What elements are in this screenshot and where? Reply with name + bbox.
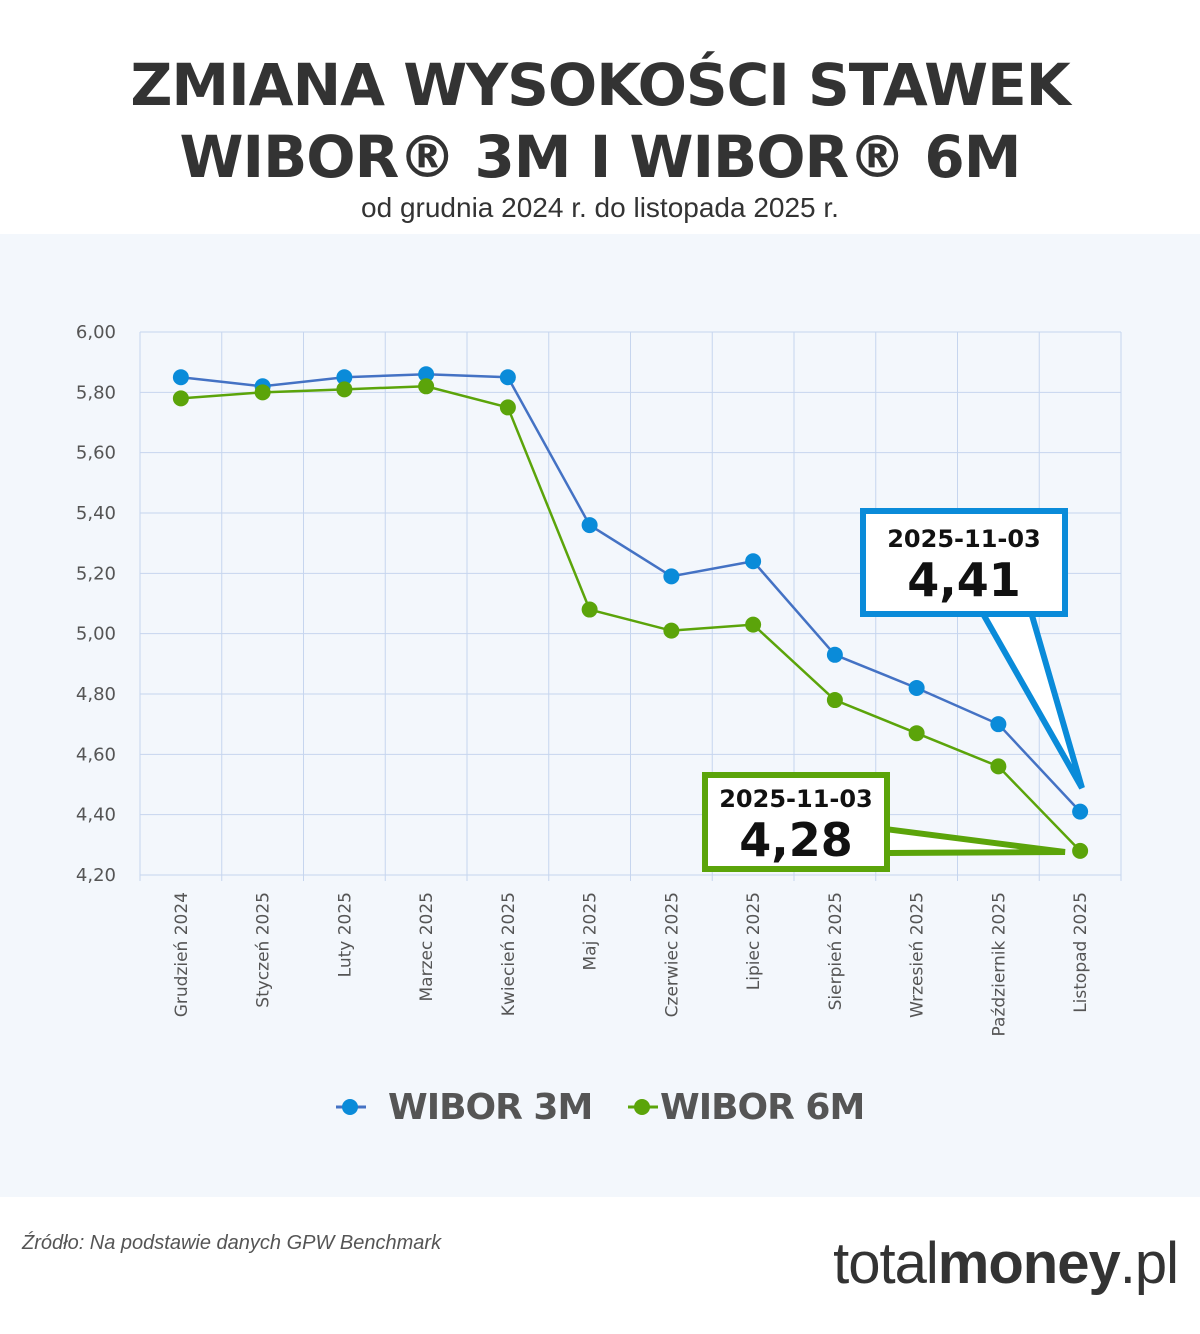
y-tick-label: 4,40 (76, 805, 116, 826)
data-point[interactable] (418, 366, 435, 383)
legend-item-wibor-6m[interactable]: WIBOR 6M (628, 1082, 865, 1132)
x-tick-label: Marzec 2025 (417, 892, 437, 1001)
x-tick-label: Luty 2025 (335, 892, 355, 977)
data-point[interactable] (581, 601, 598, 618)
x-tick-label: Wrzesień 2025 (908, 892, 928, 1018)
x-tick-label: Lipiec 2025 (744, 892, 764, 990)
annotation-pointer-green (882, 825, 1066, 857)
data-point[interactable] (663, 622, 680, 639)
y-tick-label: 5,20 (76, 563, 116, 584)
data-point[interactable] (745, 616, 762, 633)
source-note: Źródło: Na podstawie danych GPW Benchmar… (22, 1232, 442, 1254)
y-tick-label: 6,00 (76, 322, 116, 343)
data-point[interactable] (826, 646, 843, 663)
chart-panel (0, 234, 1200, 1197)
data-point[interactable] (745, 553, 762, 570)
data-point[interactable] (336, 369, 353, 386)
x-tick-label: Listopad 2025 (1071, 892, 1091, 1013)
data-point[interactable] (172, 390, 189, 407)
x-tick-label: Maj 2025 (581, 892, 601, 970)
brand-logo[interactable]: totalmoney.pl (833, 1231, 1179, 1296)
legend-marker-green-icon (628, 1099, 658, 1115)
y-tick-label: 4,80 (76, 684, 116, 705)
x-tick-label: Kwiecień 2025 (499, 892, 519, 1016)
data-point[interactable] (826, 692, 843, 709)
y-tick-label: 5,80 (76, 382, 116, 403)
y-tick-label: 4,60 (76, 744, 116, 765)
legend-label: WIBOR 3M (388, 1086, 593, 1128)
chart-subtitle: od grudnia 2024 r. do listopada 2025 r. (361, 192, 839, 223)
data-point[interactable] (990, 758, 1007, 775)
x-tick-label: Styczeń 2025 (254, 892, 274, 1008)
data-point[interactable] (990, 716, 1007, 733)
data-point[interactable] (581, 517, 598, 534)
data-point[interactable] (254, 384, 271, 401)
annotation-wibor-6m: 2025-11-03 4,28 (702, 772, 890, 872)
annotation-date: 2025-11-03 (719, 785, 873, 813)
annotation-wibor-3m: 2025-11-03 4,41 (860, 508, 1068, 617)
y-tick-label: 5,60 (76, 443, 116, 464)
data-point[interactable] (663, 568, 680, 585)
series-wibor-6m (172, 378, 1089, 859)
data-point[interactable] (418, 378, 435, 395)
legend-marker-blue-icon (336, 1099, 366, 1115)
data-point[interactable] (908, 679, 925, 696)
legend-label: WIBOR 6M (660, 1086, 865, 1128)
data-point[interactable] (1072, 803, 1089, 820)
legend-item-wibor-3m[interactable]: WIBOR 3M (336, 1082, 593, 1132)
x-tick-label: Czerwiec 2025 (662, 892, 682, 1017)
annotation-value: 4,41 (907, 553, 1021, 607)
x-tick-label: Październik 2025 (989, 892, 1009, 1036)
y-tick-label: 5,00 (76, 624, 116, 645)
data-point[interactable] (499, 399, 516, 416)
y-tick-label: 5,40 (76, 503, 116, 524)
data-point[interactable] (172, 369, 189, 386)
x-tick-label: Grudzień 2024 (172, 892, 192, 1017)
annotation-value: 4,28 (739, 813, 853, 867)
data-point[interactable] (908, 725, 925, 742)
x-tick-label: Sierpień 2025 (826, 892, 846, 1010)
chart-title-line-1: ZMIANA WYSOKOŚCI STAWEK (130, 51, 1070, 119)
chart-title-line-2: WIBOR® 3M I WIBOR® 6M (179, 123, 1022, 191)
data-point[interactable] (336, 381, 353, 398)
data-point[interactable] (1072, 842, 1089, 859)
data-point[interactable] (499, 369, 516, 386)
chart-legend: WIBOR 3M WIBOR 6M (0, 1082, 1200, 1132)
annotation-date: 2025-11-03 (887, 525, 1041, 553)
y-tick-label: 4,20 (76, 865, 116, 886)
